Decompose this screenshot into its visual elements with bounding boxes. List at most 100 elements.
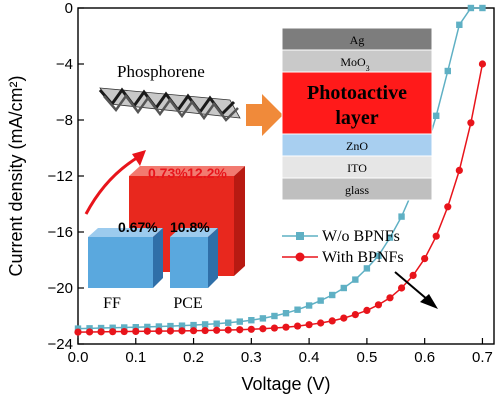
data-point-circle xyxy=(317,319,325,327)
x-tick-label: 0.1 xyxy=(125,349,146,366)
data-point-circle xyxy=(143,327,151,335)
data-point-circle xyxy=(97,328,105,336)
bar-pce-wo xyxy=(170,228,218,288)
data-point-square xyxy=(190,321,197,329)
data-point-square xyxy=(456,21,463,28)
layer-photoactive-line2: layer xyxy=(335,107,378,129)
black-arrow-icon xyxy=(394,271,438,309)
data-point-circle xyxy=(247,325,255,333)
legend-label-with: With BPNFs xyxy=(322,249,404,266)
y-tick-label: −8 xyxy=(56,112,73,129)
data-point-circle xyxy=(328,317,336,325)
data-point-square xyxy=(352,276,359,283)
layer-zno: ZnO xyxy=(346,139,368,153)
data-point-circle xyxy=(444,203,452,211)
x-tick-label: 0.4 xyxy=(299,349,320,366)
data-point-circle xyxy=(374,301,383,309)
data-point-circle xyxy=(224,326,232,334)
device-stack: Ag MoO3 Photoactive layer ZnO ITO glass xyxy=(281,27,433,201)
data-point-circle xyxy=(166,327,175,335)
data-point-circle xyxy=(351,311,359,319)
data-point-square xyxy=(386,234,394,241)
x-tick-label: 0.5 xyxy=(356,349,377,366)
data-point-square xyxy=(271,312,278,320)
y-tick-label: −20 xyxy=(48,280,73,297)
layer-photoactive-line1: Photoactive xyxy=(307,82,407,104)
phosphorene-inset: Phosphorene xyxy=(98,62,241,122)
legend-item-wo: W/o BPNFs xyxy=(282,228,400,245)
data-point-square xyxy=(97,324,105,332)
layer-glass: glass xyxy=(345,183,369,197)
data-point-square xyxy=(433,112,440,119)
data-point-square xyxy=(467,4,475,12)
y-tick-label: −24 xyxy=(48,336,73,353)
phosphorene-structure-icon xyxy=(98,87,241,122)
y-tick-label: 0 xyxy=(65,0,73,17)
data-point-circle xyxy=(340,314,348,322)
bar-ff-wo xyxy=(88,228,163,288)
data-point-square xyxy=(236,318,243,325)
data-point-square xyxy=(317,297,324,304)
data-point-circle xyxy=(201,326,209,335)
ff-increase-wo-label: 0.67% xyxy=(118,219,158,235)
phosphorene-label: Phosphorene xyxy=(117,62,205,81)
data-point-square xyxy=(132,324,139,331)
data-point-circle xyxy=(478,60,487,68)
data-point-square xyxy=(305,302,313,309)
data-point-square xyxy=(167,322,174,330)
data-point-circle xyxy=(74,328,82,336)
data-point-square xyxy=(282,310,290,317)
data-point-circle xyxy=(189,327,198,335)
data-point-circle xyxy=(363,306,371,314)
data-point-square xyxy=(398,213,405,220)
data-point-square xyxy=(201,321,209,328)
data-point-square xyxy=(121,324,128,331)
x-tick-label: 0.2 xyxy=(183,349,204,366)
data-point-circle xyxy=(213,326,221,334)
data-point-square xyxy=(375,252,382,259)
data-point-square xyxy=(259,315,267,322)
axis-ticks: 0.0 0.1 0.2 0.3 0.4 0.5 0.6 0.7 0 −4 −8 −12 −16 −20 −2… xyxy=(48,0,493,366)
y-tick-label: −4 xyxy=(56,56,73,73)
y-axis-title: Current density (mA/cm²) xyxy=(6,75,26,276)
x-axis-title: Voltage (V) xyxy=(241,374,330,394)
y-tick-label: −16 xyxy=(48,224,73,241)
data-point-circle xyxy=(305,321,313,329)
orange-arrow-icon xyxy=(246,94,283,136)
data-point-circle xyxy=(178,327,186,335)
data-point-circle xyxy=(270,324,279,332)
data-point-circle xyxy=(236,326,244,334)
curved-red-arrow-icon xyxy=(84,150,146,215)
series-with-bpnfs xyxy=(74,60,487,336)
data-point-square xyxy=(248,317,255,324)
data-point-circle xyxy=(409,271,417,279)
pce-increase-with-label: 12.2% xyxy=(187,165,227,181)
x-tick-label: 0.7 xyxy=(472,349,493,366)
data-point-circle xyxy=(455,166,463,174)
data-point-square xyxy=(155,323,163,330)
data-point-square xyxy=(225,319,232,326)
layer-ito: ITO xyxy=(347,161,367,175)
pce-increase-wo-label: 10.8% xyxy=(170,219,210,235)
data-point-circle xyxy=(120,327,128,336)
legend-label-wo: W/o BPNFs xyxy=(322,228,400,245)
data-point-circle xyxy=(259,325,267,333)
data-point-circle xyxy=(421,255,429,263)
data-point-circle xyxy=(467,119,475,127)
layer-ag: Ag xyxy=(350,33,365,47)
data-point-square xyxy=(178,322,186,329)
layer-moo3: MoO3 xyxy=(340,55,369,73)
data-point-circle xyxy=(386,294,394,302)
data-point-square xyxy=(444,67,451,75)
data-point-square xyxy=(213,320,220,327)
x-tick-label: 0.0 xyxy=(68,349,89,366)
data-point-square xyxy=(340,284,347,292)
data-point-square xyxy=(294,306,301,313)
data-point-circle xyxy=(293,322,302,330)
data-point-square xyxy=(109,324,116,331)
inset-bar-chart: 0.73% 12.2% 0.67% 10.8% FF PCE xyxy=(88,165,245,312)
bar-category-pce: PCE xyxy=(173,295,202,312)
bar-category-ff: FF xyxy=(103,295,121,312)
x-tick-label: 0.6 xyxy=(414,349,435,366)
